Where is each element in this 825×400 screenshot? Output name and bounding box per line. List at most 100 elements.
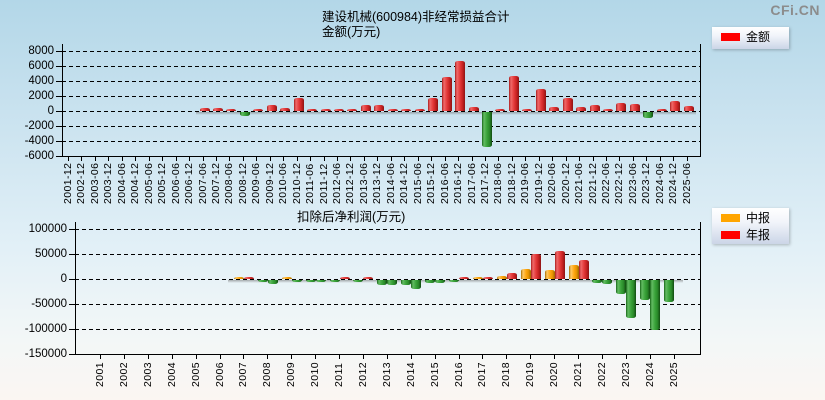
x-tick <box>68 157 69 161</box>
bar-2019-06 <box>522 109 533 111</box>
x-tick <box>530 355 532 359</box>
x-tick-label: 2024 <box>643 362 656 387</box>
bar-interim-2010 <box>305 280 316 282</box>
top-chart-subtitle: 金额(万元) <box>322 25 381 39</box>
bar-interim-2017 <box>472 277 483 279</box>
bottom-chart-legend: 中报 年报 <box>712 208 789 244</box>
y-tick-label: 6000 <box>28 60 54 72</box>
bar-interim-2009 <box>281 277 292 279</box>
legend-row-annual: 年报 <box>712 228 789 242</box>
y-tick-label: 100000 <box>28 223 67 235</box>
interim-legend-label: 中报 <box>746 211 771 225</box>
x-tick <box>135 157 137 161</box>
bar-interim-2007 <box>233 277 244 279</box>
gridline <box>75 279 700 280</box>
bar-2025-06 <box>683 106 694 111</box>
x-tick <box>215 157 217 161</box>
legend-row-amount: 金额 <box>712 30 789 44</box>
x-tick-label: 2005 <box>189 362 202 387</box>
bar-interim-2023 <box>616 280 627 294</box>
x-tick-label: 2010 <box>309 362 322 387</box>
y-tick <box>69 354 75 355</box>
amount-legend-label: 金额 <box>746 30 771 44</box>
bar-annual-2023 <box>626 280 637 318</box>
y-tick-label: 50000 <box>35 248 67 260</box>
x-tick <box>511 157 513 161</box>
amount-chart-plot: 8000 6000 4000 2000 0 -2000 -4000 -6000 2001-12 2… <box>24 44 701 204</box>
bar-2013-06 <box>360 105 371 111</box>
x-tick <box>552 157 554 161</box>
bar-2020-12 <box>562 98 573 111</box>
gridline <box>75 229 700 230</box>
x-tick <box>283 157 285 161</box>
top-chart-legend: 金额 <box>712 27 789 49</box>
amount-swatch-icon <box>721 33 740 41</box>
bar-2017-06 <box>468 106 479 111</box>
bar-2012-06 <box>334 108 344 111</box>
bar-annual-2014 <box>411 280 422 289</box>
gridline <box>75 254 700 255</box>
y-tick <box>69 279 75 280</box>
x-tick <box>121 157 123 161</box>
y-tick-label: -4000 <box>24 135 54 147</box>
x-tick <box>686 157 688 161</box>
x-tick-label: 2007 <box>237 362 250 387</box>
bar-annual-2008 <box>267 280 278 285</box>
top-chart-title: 建设机械(600984)非经常损益合计 <box>322 10 510 24</box>
x-tick <box>484 157 486 161</box>
gridline <box>62 96 700 97</box>
bar-2022-12 <box>616 102 627 111</box>
y-tick-label: 2000 <box>28 90 54 102</box>
x-tick <box>506 355 508 359</box>
x-tick <box>404 157 406 161</box>
x-tick <box>659 157 661 161</box>
x-tick <box>195 355 197 359</box>
x-tick <box>296 157 298 161</box>
x-tick <box>625 355 627 359</box>
y-tick <box>69 254 75 255</box>
y-tick-label: 0 <box>60 273 67 285</box>
y-tick <box>56 66 62 67</box>
bar-interim-2016 <box>449 280 459 282</box>
x-tick <box>339 355 340 359</box>
x-tick <box>632 157 634 161</box>
x-tick <box>94 157 96 161</box>
x-tick-label: 2014 <box>404 362 417 387</box>
gridline <box>62 51 700 52</box>
x-tick <box>123 355 125 359</box>
gridline <box>62 126 700 127</box>
x-tick-label: 2009 <box>285 362 298 387</box>
bar-2011-12 <box>320 108 331 111</box>
bar-annual-2010 <box>315 280 326 282</box>
y-tick-label: -6000 <box>24 150 54 162</box>
x-tick <box>554 355 556 359</box>
y-tick <box>56 51 62 52</box>
x-tick <box>148 157 150 161</box>
bar-annual-2018 <box>506 272 517 279</box>
x-tick <box>243 355 245 359</box>
bar-annual-2019 <box>530 254 541 279</box>
x-tick <box>147 355 149 359</box>
bottom-chart-title: 扣除后净利润(万元) <box>297 210 406 224</box>
annual-legend-label: 年报 <box>746 228 771 242</box>
bar-2007-06 <box>199 108 210 111</box>
bar-2015-06 <box>414 108 425 111</box>
x-tick-label: 2003 <box>141 362 154 387</box>
gridline <box>75 304 700 305</box>
x-tick <box>256 157 258 161</box>
gridline <box>62 111 700 112</box>
bar-2023-12 <box>643 112 654 118</box>
x-tick <box>108 157 110 161</box>
x-tick-label: 2004 <box>165 362 178 387</box>
x-tick <box>229 157 231 161</box>
x-tick-label: 2016 <box>452 362 465 387</box>
x-tick <box>377 157 379 161</box>
bar-2011-06 <box>307 108 318 111</box>
x-tick <box>565 157 567 161</box>
x-tick <box>202 157 204 161</box>
bar-2024-06 <box>656 108 667 111</box>
bar-2010-06 <box>280 108 291 111</box>
x-tick-label: 2020 <box>548 362 561 387</box>
